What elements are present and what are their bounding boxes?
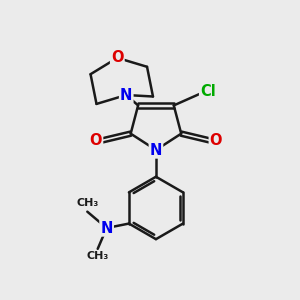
Text: O: O (111, 50, 124, 65)
Text: N: N (100, 220, 113, 236)
Text: CH₃: CH₃ (87, 251, 109, 261)
Text: O: O (90, 133, 102, 148)
Text: CH₃: CH₃ (76, 198, 98, 208)
Text: N: N (150, 142, 162, 158)
Text: N: N (120, 88, 132, 103)
Text: O: O (210, 133, 222, 148)
Text: Cl: Cl (200, 84, 216, 99)
